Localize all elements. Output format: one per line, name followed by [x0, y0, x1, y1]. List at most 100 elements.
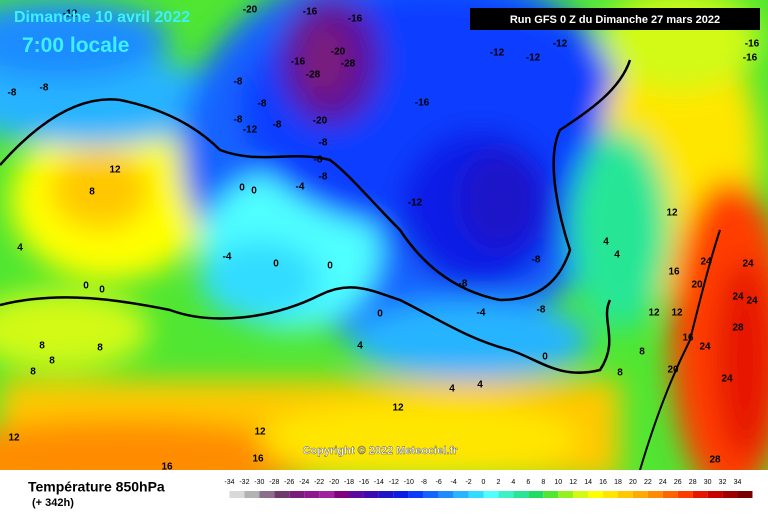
scale-label: -2 — [465, 479, 471, 486]
scale-swatch — [647, 491, 663, 498]
isotherm-label: -20 — [331, 47, 346, 58]
color-scale: -34 -32 -30 -28 -26 -24 -22 -20 -18 -16 -14 -12 -10-… — [224, 479, 753, 498]
scale-swatch — [483, 491, 499, 498]
scale-swatch — [707, 491, 723, 498]
forecast-date: Dimanche 10 avril 2022 — [14, 9, 190, 26]
isotherm-label: 0 — [99, 285, 105, 296]
isotherm-label: 0 — [251, 186, 257, 197]
scale-label: -24 — [299, 479, 309, 486]
scale-swatch — [393, 491, 409, 498]
scale-label: -30 — [254, 479, 264, 486]
isotherm-label: 4 — [477, 380, 483, 391]
scale-label: -14 — [374, 479, 384, 486]
scale-swatch — [304, 491, 320, 498]
scale-label: -26 — [284, 479, 294, 486]
scale-swatch — [588, 491, 604, 498]
scale-label: -4 — [450, 479, 456, 486]
isotherm-label: 8 — [39, 341, 45, 352]
scale-label: -28 — [269, 479, 279, 486]
isotherm-label: 4 — [614, 250, 620, 261]
scale-swatch — [229, 491, 245, 498]
isotherm-label: -12 — [526, 53, 541, 64]
scale-swatch — [378, 491, 394, 498]
scale-swatch — [498, 491, 514, 498]
scale-label: -34 — [224, 479, 234, 486]
scale-label: -20 — [329, 479, 339, 486]
scale-swatch — [334, 491, 350, 498]
isotherm-label: -12 — [490, 48, 505, 59]
scale-label: -16 — [359, 479, 369, 486]
isotherm-label: 12 — [671, 308, 683, 319]
isotherm-label: -12 — [63, 9, 78, 20]
scale-swatch — [259, 491, 275, 498]
isotherm-label: 8 — [639, 347, 645, 358]
isotherm-label: 4 — [357, 341, 363, 352]
scale-swatch — [632, 491, 648, 498]
isotherm-label: 0 — [83, 281, 89, 292]
isotherm-labels: -12 -20 -16-16-12-12 -12-16-16-20-28-16-28-… — [8, 5, 760, 470]
scale-label: 12 — [569, 479, 577, 486]
lead-time: (+ 342h) — [32, 497, 74, 509]
isotherm-label: 8 — [49, 356, 55, 367]
isotherm-label: 0 — [273, 259, 279, 270]
scale-label: -8 — [421, 479, 427, 486]
scale-swatch — [363, 491, 379, 498]
coastline — [639, 229, 721, 470]
scale-label: 32 — [719, 479, 727, 486]
isotherm-label: 24 — [721, 374, 733, 385]
isotherm-label: -12 — [553, 39, 568, 50]
isotherm-label: -12 — [408, 198, 423, 209]
isotherm-label: -16 — [348, 14, 363, 25]
scale-label: 34 — [734, 479, 742, 486]
isotherm-label: -20 — [313, 116, 328, 127]
isotherm-label: 16 — [252, 454, 264, 465]
isotherm-label: 0 — [239, 183, 245, 194]
isotherm-label: 28 — [709, 455, 721, 466]
isotherm-label: 24 — [746, 296, 758, 307]
scale-swatch — [513, 491, 529, 498]
isotherm-label: -4 — [477, 308, 486, 319]
coastline — [0, 59, 632, 302]
isotherm-label: 16 — [668, 267, 680, 278]
isotherm-label: 12 — [392, 403, 404, 414]
scale-swatch — [573, 491, 589, 498]
scale-swatch — [438, 491, 454, 498]
scale-swatch — [737, 491, 753, 498]
scale-swatch — [528, 491, 544, 498]
scale-label: 16 — [599, 479, 607, 486]
scale-label: 22 — [644, 479, 652, 486]
isotherm-label: -8 — [258, 99, 267, 110]
scale-swatch — [558, 491, 574, 498]
isotherm-label: 0 — [377, 309, 383, 320]
isotherm-label: -16 — [743, 53, 758, 64]
isotherm-label: 4 — [603, 237, 609, 248]
isotherm-label: -20 — [243, 5, 258, 16]
isotherm-label: 12 — [666, 208, 678, 219]
isotherm-label: -8 — [8, 88, 17, 99]
isotherm-label: -16 — [303, 7, 318, 18]
scale-swatch — [319, 491, 335, 498]
scale-label: 0 — [482, 479, 486, 486]
scale-swatch — [468, 491, 484, 498]
isotherm-label: 24 — [699, 342, 711, 353]
scale-label: 24 — [659, 479, 667, 486]
scale-swatch — [617, 491, 633, 498]
isotherm-label: -8 — [273, 120, 282, 131]
scale-label: -10 — [404, 479, 414, 486]
scale-swatch — [453, 491, 469, 498]
isotherm-label: 0 — [327, 261, 333, 272]
scale-label: 8 — [541, 479, 545, 486]
scale-label: 18 — [614, 479, 622, 486]
isotherm-label: -16 — [415, 98, 430, 109]
isotherm-label: -16 — [291, 57, 306, 68]
isotherm-label: -4 — [296, 182, 305, 193]
isotherm-label: 8 — [97, 343, 103, 354]
isotherm-label: -8 — [40, 83, 49, 94]
scale-label: 4 — [511, 479, 515, 486]
isotherm-label: 8 — [89, 187, 95, 198]
scale-label: -32 — [239, 479, 249, 486]
isotherm-label: -8 — [459, 279, 468, 290]
parameter: Température 850hPa — [28, 479, 165, 495]
isotherm-label: -16 — [745, 39, 760, 50]
